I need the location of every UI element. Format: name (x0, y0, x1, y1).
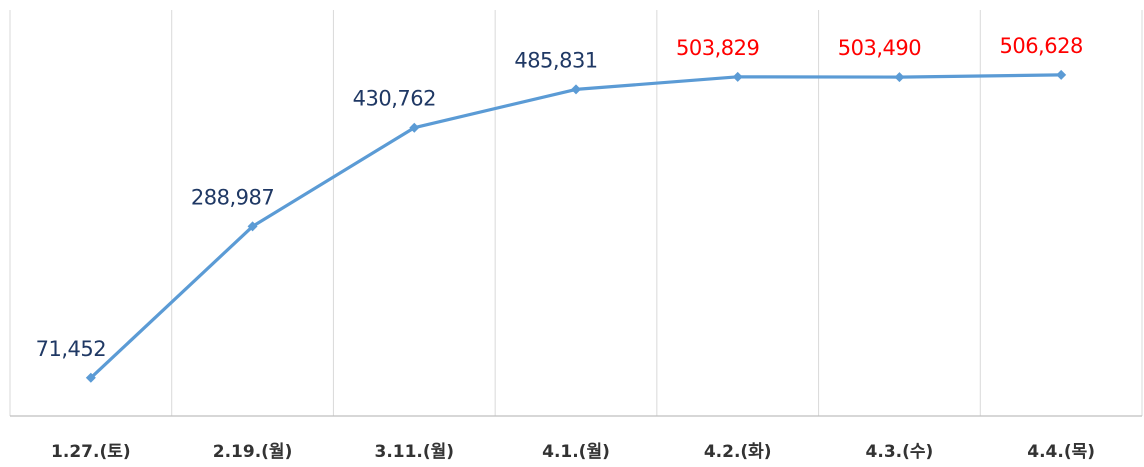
data-label: 506,628 (999, 34, 1082, 58)
data-label: 71,452 (36, 337, 106, 361)
x-axis-tick-label: 4.2.(화) (704, 442, 772, 462)
data-point-marker (247, 221, 258, 232)
data-label: 288,987 (191, 185, 274, 209)
data-label: 430,762 (353, 87, 436, 111)
x-axis-tick-layer: 1.27.(토) 2.19.(월) 3.11.(월) 4.1.(월) 4.2.(화) 4.… (51, 442, 1095, 462)
x-axis-tick-label: 4.4.(목) (1027, 442, 1095, 462)
series-layer (89, 73, 1063, 380)
data-point-marker (571, 84, 581, 95)
x-axis-tick-label: 4.3.(수) (866, 442, 934, 462)
data-label-layer: 71,452 288,987 430,762 485,831 503,829 503,49… (36, 34, 1084, 361)
x-axis-tick-label: 3.11.(월) (374, 442, 454, 462)
data-label: 503,490 (838, 36, 921, 60)
data-point-marker (85, 372, 96, 383)
marker-layer (85, 69, 1067, 383)
x-axis-tick-label: 1.27.(토) (51, 442, 131, 462)
data-point-marker (409, 122, 420, 133)
data-point-marker (1056, 69, 1067, 80)
x-axis-tick-label: 4.1.(월) (542, 442, 610, 462)
series-line (89, 73, 1063, 380)
x-axis-tick-label: 2.19.(월) (213, 442, 293, 462)
data-point-marker (894, 72, 905, 83)
data-label: 503,829 (676, 36, 759, 60)
data-label: 485,831 (514, 48, 597, 72)
data-point-marker (732, 71, 743, 82)
